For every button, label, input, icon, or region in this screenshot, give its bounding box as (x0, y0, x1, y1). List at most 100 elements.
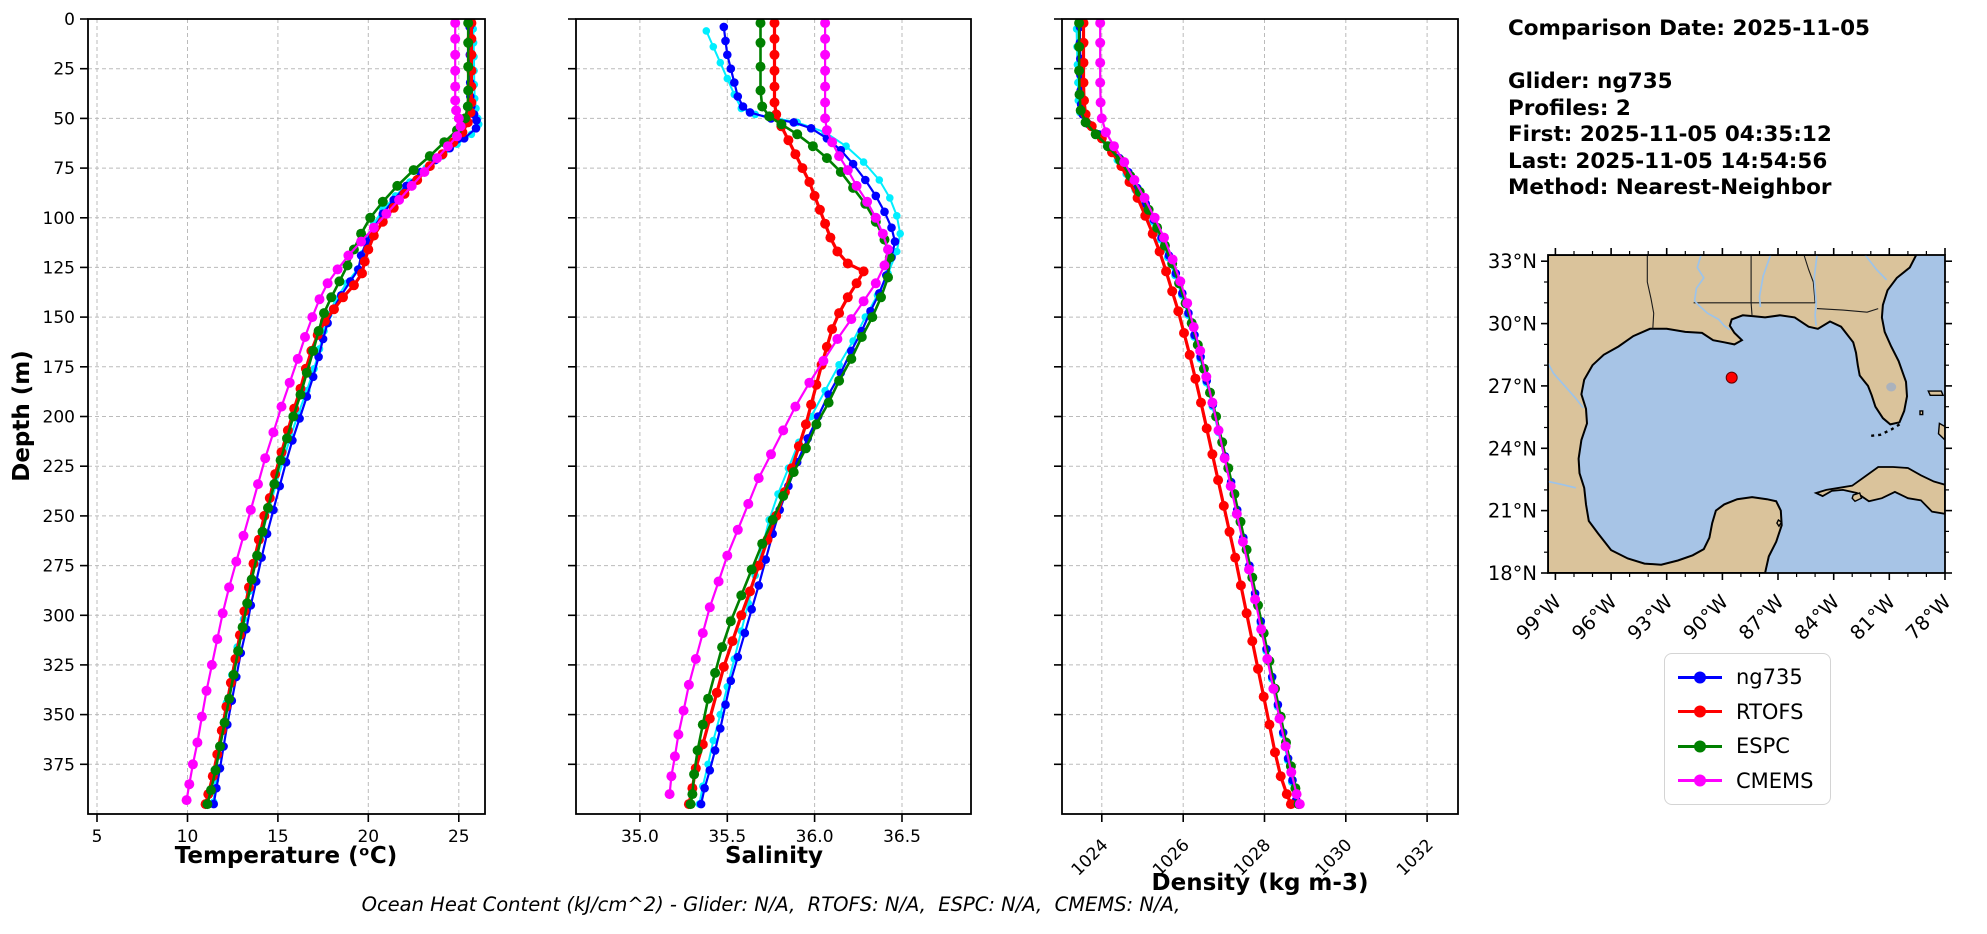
map-lon-label: 96°W (1567, 590, 1621, 644)
svg-text:0: 0 (64, 10, 75, 30)
line-marker-icon (1678, 671, 1722, 684)
map-lat-label: 24°N (1488, 437, 1537, 460)
map-lat-label: 21°N (1488, 500, 1537, 523)
series-ng735-profile2-salinity (695, 27, 904, 808)
map-lat-label: 33°N (1488, 250, 1537, 273)
glider-name: Glider: ng735 (1508, 69, 1673, 94)
svg-text:200: 200 (43, 408, 75, 428)
map-lake-okeechobee (1886, 382, 1897, 392)
map-mainland (1548, 255, 1918, 573)
svg-text:325: 325 (43, 656, 75, 676)
svg-text:36.0: 36.0 (796, 827, 834, 847)
legend: ng735 RTOFS ESPC CMEMS (1664, 653, 1831, 805)
legend-label: ESPC (1736, 734, 1790, 759)
last-profile-time: Last: 2025-11-05 14:54:56 (1508, 148, 1828, 174)
plot-temperature: 5 10 15 20 250255075100125150175200225250275… (43, 10, 486, 847)
svg-text:25: 25 (53, 60, 75, 80)
svg-text:275: 275 (43, 557, 75, 577)
map-river (1813, 255, 1818, 326)
line-marker-icon (1678, 740, 1722, 753)
svg-text:15: 15 (267, 827, 289, 847)
svg-text:350: 350 (43, 706, 75, 726)
map-state-border (1803, 255, 1816, 303)
x-axis-label-temperature: Temperature (ᵒC) (174, 843, 398, 869)
plot-density: 1024 1026 1028 1030 1032 (1054, 18, 1459, 880)
map-lon-label: 78°W (1901, 590, 1955, 644)
map-island (1851, 492, 1863, 503)
map-island (1919, 410, 1924, 416)
svg-text:175: 175 (43, 358, 75, 378)
map-state-border (1646, 255, 1655, 329)
x-axis-label-salinity: Salinity (724, 843, 824, 869)
svg-text:35.0: 35.0 (621, 827, 659, 847)
series-RTOFS-density (1078, 19, 1296, 810)
map-cuba (1813, 466, 1945, 515)
ocean-heat-content-note: Ocean Heat Content (kJ/cm^2) - Glider: N… (361, 893, 1181, 916)
plot-salinity: 35.0 35.5 36.0 36.5 (568, 18, 972, 847)
map-lat-label: 30°N (1488, 313, 1537, 336)
map-state-border (1750, 255, 1753, 317)
svg-text:125: 125 (43, 258, 75, 278)
svg-text:5: 5 (92, 827, 103, 847)
legend-label: CMEMS (1736, 768, 1814, 793)
map-lon-label: 90°W (1679, 590, 1733, 644)
series-CMEMS-temperature (181, 19, 466, 806)
map-river (1693, 255, 1731, 331)
glider-location-marker (1725, 371, 1738, 384)
svg-text:20: 20 (357, 827, 379, 847)
svg-text:35.5: 35.5 (708, 827, 746, 847)
svg-text:375: 375 (43, 755, 75, 775)
svg-text:250: 250 (43, 507, 75, 527)
line-marker-icon (1678, 774, 1722, 787)
map-island (1937, 422, 1945, 441)
method: Method: Nearest-Neighbor (1508, 175, 1832, 200)
map-river (1548, 480, 1576, 489)
profiles-count: Profiles: 2 (1508, 95, 1631, 121)
map-lon-label: 81°W (1846, 590, 1900, 644)
series-ESPC-temperature (202, 19, 474, 810)
svg-text:300: 300 (43, 606, 75, 626)
svg-text:10: 10 (177, 827, 199, 847)
comparison-date: Comparison Date: 2025-11-05 (1508, 16, 1871, 41)
svg-text:100: 100 (43, 209, 75, 229)
line-marker-icon (1678, 705, 1722, 718)
map-river (1758, 255, 1772, 308)
svg-text:25: 25 (448, 827, 470, 847)
series-ESPC-salinity (685, 19, 895, 810)
metadata-header: Comparison Date: 2025-11-05 Glider: ng73… (1508, 16, 1870, 202)
svg-text:1024: 1024 (1068, 835, 1113, 880)
first-profile-time: First: 2025-11-05 04:35:12 (1508, 122, 1832, 147)
y-axis-label: Depth (m) (9, 350, 35, 482)
map-lon-label: 93°W (1623, 590, 1677, 644)
map-florida-keys (1870, 423, 1901, 437)
svg-text:75: 75 (53, 159, 75, 179)
map-river (1548, 362, 1584, 409)
svg-text:50: 50 (53, 109, 75, 129)
map-island (1776, 518, 1783, 528)
map-lon-label: 87°W (1734, 590, 1788, 644)
header-spacer (1508, 43, 1870, 70)
svg-text:36.5: 36.5 (883, 827, 921, 847)
map-lon-label: 84°W (1790, 590, 1844, 644)
legend-item-cmems: CMEMS (1677, 764, 1814, 799)
map-lat-label: 18°N (1488, 562, 1537, 585)
legend-item-espc: ESPC (1677, 729, 1814, 764)
legend-label: RTOFS (1736, 699, 1804, 724)
map-frame (1547, 254, 1946, 574)
map-state-border (1816, 308, 1879, 313)
x-axis-label-density: Density (kg m-3) (1151, 870, 1369, 896)
map-island (1927, 390, 1945, 396)
series-RTOFS-temperature (200, 19, 477, 810)
legend-item-rtofs: RTOFS (1677, 695, 1814, 730)
series-CMEMS-density (1095, 19, 1305, 810)
svg-text:225: 225 (43, 457, 75, 477)
series-CMEMS-salinity (664, 19, 893, 800)
map-river (1864, 255, 1888, 281)
svg-text:150: 150 (43, 308, 75, 328)
map-lon-label: 99°W (1512, 590, 1566, 644)
legend-item-ng735: ng735 (1677, 660, 1814, 695)
svg-text:1032: 1032 (1393, 835, 1438, 880)
locator-map: 78°W81°W84°W87°W90°W93°W96°W99°W 18°N 21°N… (1488, 248, 1956, 645)
